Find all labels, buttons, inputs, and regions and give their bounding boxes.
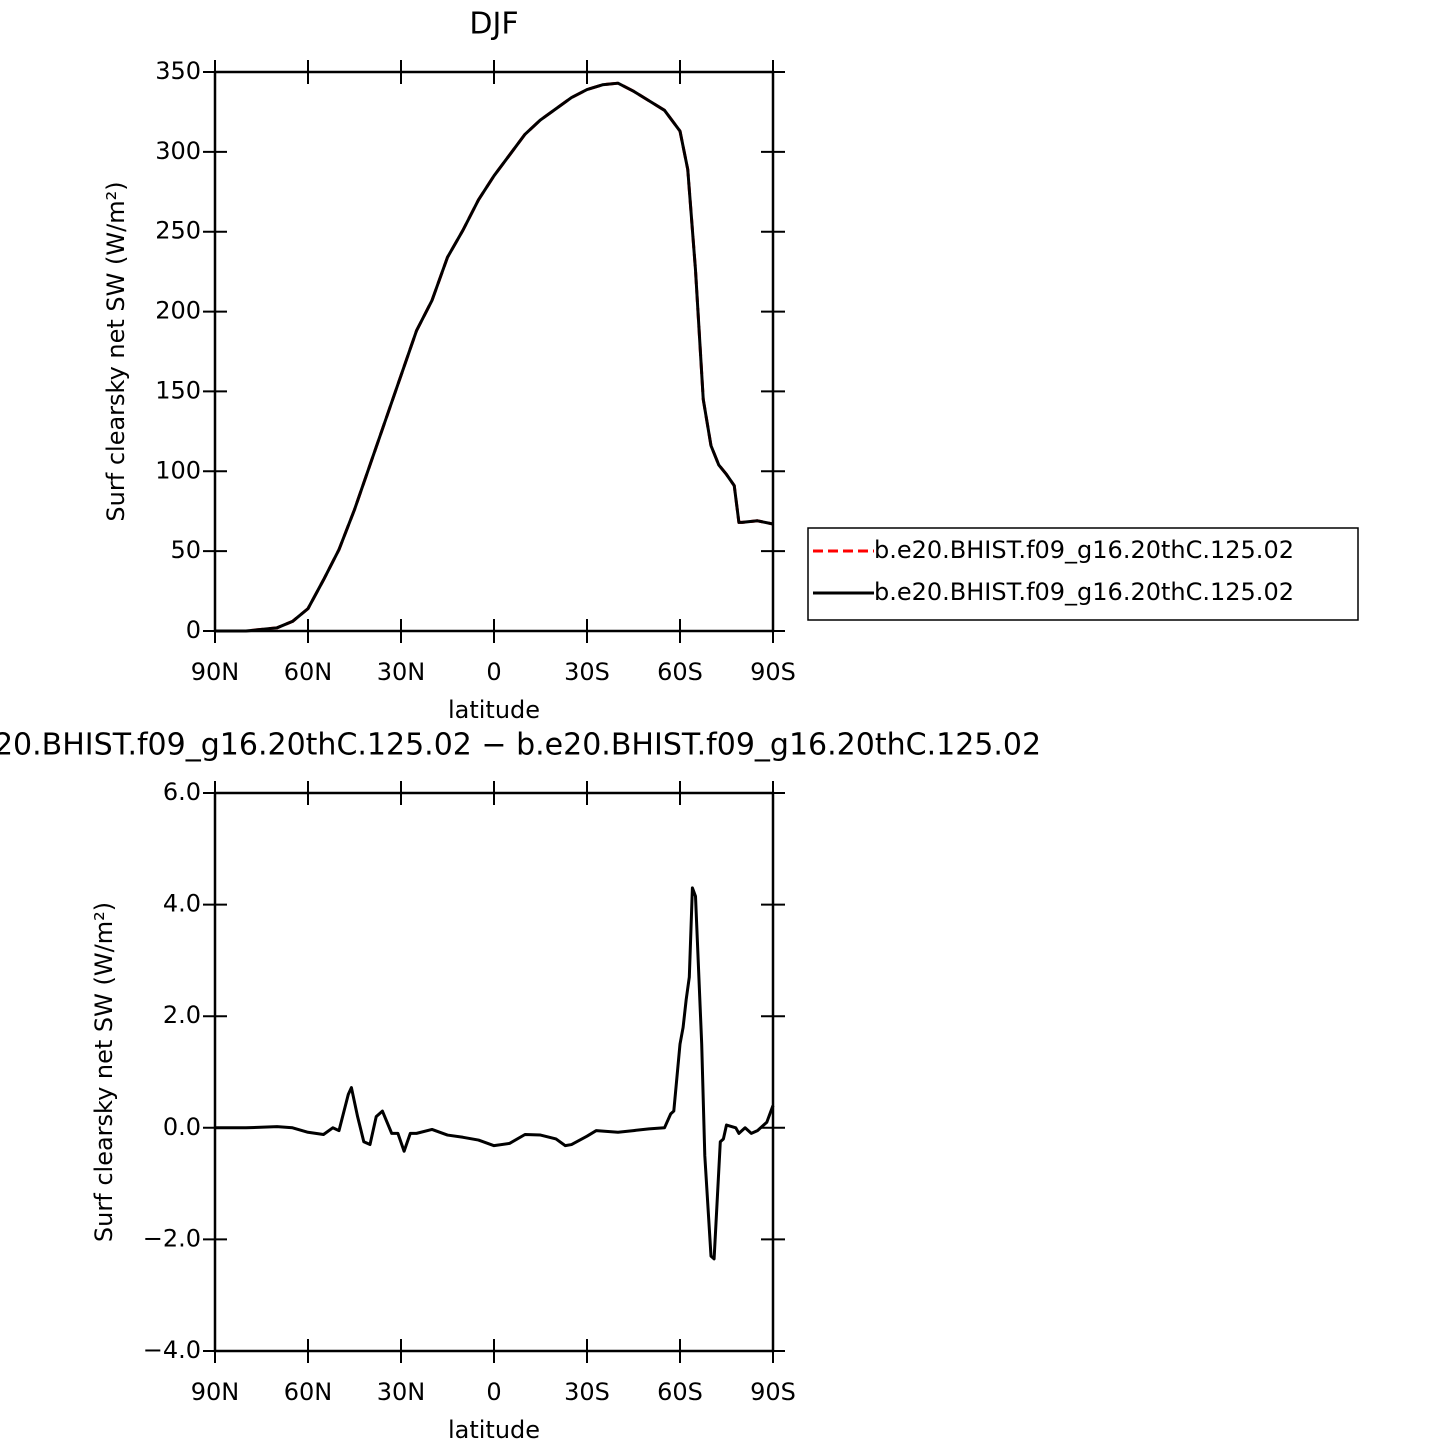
y-tick-label: 150	[155, 376, 201, 404]
x-tick-label: 60N	[284, 1378, 333, 1406]
x-tick-label: 0	[486, 1378, 501, 1406]
y-tick-label: −2.0	[143, 1224, 201, 1252]
x-tick-label: 0	[486, 658, 501, 686]
y-tick-label: 100	[155, 456, 201, 484]
y-tick-label: 4.0	[163, 890, 201, 918]
legend-label: b.e20.BHIST.f09_g16.20thC.125.02	[874, 578, 1294, 606]
plot-frame	[213, 70, 775, 633]
x-tick-label: 60N	[284, 658, 333, 686]
x-tick-label: 30N	[377, 1378, 426, 1406]
plot-frame	[213, 791, 775, 1353]
y-axis-label: Surf clearsky net SW (W/m²)	[90, 902, 118, 1242]
y-tick-label: 0	[186, 616, 201, 644]
y-tick-label: 2.0	[163, 1001, 201, 1029]
y-tick-label: 50	[170, 536, 201, 564]
y-tick-label: 6.0	[163, 778, 201, 806]
x-axis-label: latitude	[448, 696, 540, 724]
y-tick-label: 0.0	[163, 1113, 201, 1141]
y-axis-label: Surf clearsky net SW (W/m²)	[102, 181, 130, 521]
x-tick-label: 30S	[564, 1378, 610, 1406]
data-line	[215, 886, 775, 1261]
y-tick-label: 300	[155, 137, 201, 165]
y-tick-label: 350	[155, 57, 201, 85]
series-line	[215, 81, 774, 633]
chart-title: DJF	[469, 7, 518, 42]
x-tick-label: 60S	[657, 658, 703, 686]
x-tick-label: 90N	[191, 658, 240, 686]
y-tick-label: 250	[155, 217, 201, 245]
series-line	[215, 81, 774, 633]
y-tick-label: −4.0	[143, 1336, 201, 1364]
x-tick-label: 90S	[750, 1378, 796, 1406]
x-axis-label: latitude	[448, 1416, 540, 1444]
x-tick-label: 30S	[564, 658, 610, 686]
chart-title: b.e20.BHIST.f09_g16.20thC.125.02 − b.e20…	[0, 728, 1041, 763]
x-tick-label: 60S	[657, 1378, 703, 1406]
legend-box	[807, 527, 1359, 621]
x-tick-label: 30N	[377, 658, 426, 686]
y-tick-label: 200	[155, 297, 201, 325]
x-tick-label: 90S	[750, 658, 796, 686]
x-tick-label: 90N	[191, 1378, 240, 1406]
legend-label: b.e20.BHIST.f09_g16.20thC.125.02	[874, 536, 1294, 564]
